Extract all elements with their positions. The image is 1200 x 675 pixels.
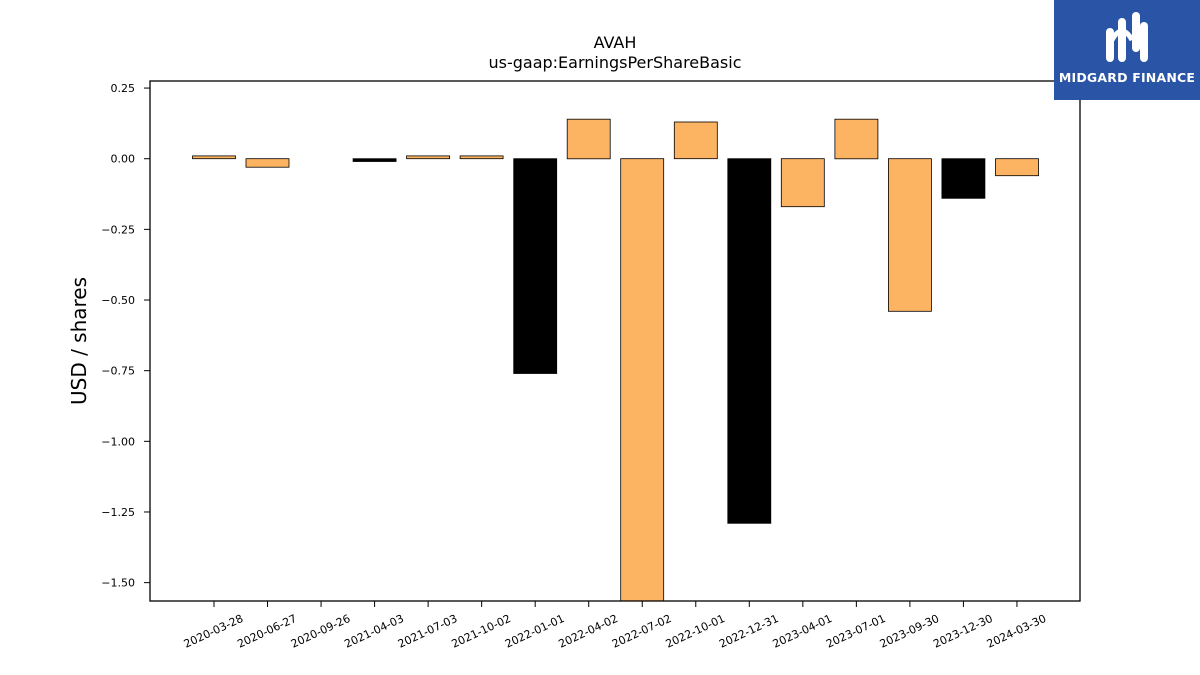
y-tick-label: −0.25 xyxy=(101,223,135,236)
x-tick-label: 2022-01-01 xyxy=(503,612,566,651)
y-tick-label: 0.00 xyxy=(111,153,136,166)
brand-logo-text: MIDGARD FINANCE xyxy=(1058,70,1196,85)
bar-2022-10-01 xyxy=(673,121,718,160)
bar-2023-09-30 xyxy=(888,158,932,312)
bar-2021-07-03 xyxy=(406,155,451,160)
bar-2020-03-28 xyxy=(192,155,236,160)
brand-logo: MIDGARD FINANCE xyxy=(1054,0,1200,100)
x-tick-label: 2023-04-01 xyxy=(771,612,834,651)
x-tick-label: 2020-06-27 xyxy=(235,612,298,651)
bar-2021-10-02 xyxy=(459,155,504,160)
y-tick-label: −0.75 xyxy=(101,365,135,378)
x-tick-label: 2021-07-03 xyxy=(396,612,459,651)
x-tick-group: 2020-03-282020-06-272020-09-262021-04-03… xyxy=(182,601,1048,651)
y-tick-label: −1.50 xyxy=(101,577,135,590)
bar-2023-04-01 xyxy=(780,158,825,208)
x-tick-label: 2023-12-30 xyxy=(931,612,994,651)
x-tick-label: 2023-09-30 xyxy=(878,612,941,651)
y-tick-label: 0.25 xyxy=(111,82,136,95)
x-tick-label: 2022-04-02 xyxy=(557,612,620,651)
bar-2022-01-01 xyxy=(513,158,558,374)
logo-mark-icon xyxy=(1106,12,1148,62)
chart-subtitle: us-gaap:EarningsPerShareBasic xyxy=(488,53,741,72)
y-tick-group: 0.25 0.00 −0.25 −0.50 −0.75 −1.00 −1.25 −1.50 xyxy=(101,82,150,590)
y-tick-label: −1.25 xyxy=(101,506,135,519)
x-tick-label: 2022-12-31 xyxy=(717,612,780,651)
bar-2020-06-27 xyxy=(245,158,290,168)
x-tick-label: 2024-03-30 xyxy=(985,612,1048,651)
x-tick-label: 2022-07-02 xyxy=(610,612,673,651)
bar-2023-12-30 xyxy=(941,158,986,199)
chart-title: AVAH xyxy=(594,33,637,52)
x-tick-label: 2022-10-01 xyxy=(664,612,727,651)
bar-2024-03-30 xyxy=(995,158,1039,177)
x-tick-label: 2021-10-02 xyxy=(449,612,512,651)
y-tick-label: −1.00 xyxy=(101,435,135,448)
bar-2023-07-01 xyxy=(834,118,879,160)
y-tick-label: −0.50 xyxy=(101,294,135,307)
bar-group xyxy=(192,118,1039,602)
bar-2022-04-02 xyxy=(566,118,611,160)
x-tick-label: 2021-04-03 xyxy=(342,612,405,651)
bar-2022-07-02 xyxy=(620,158,665,602)
x-tick-label: 2020-09-26 xyxy=(289,612,352,651)
x-tick-label: 2020-03-28 xyxy=(182,612,245,651)
bar-2022-12-31 xyxy=(727,158,772,524)
x-tick-label: 2023-07-01 xyxy=(824,612,887,651)
y-axis-label: USD / shares xyxy=(67,277,91,405)
bar-2021-04-03 xyxy=(352,158,397,162)
plot-frame xyxy=(149,80,1081,602)
